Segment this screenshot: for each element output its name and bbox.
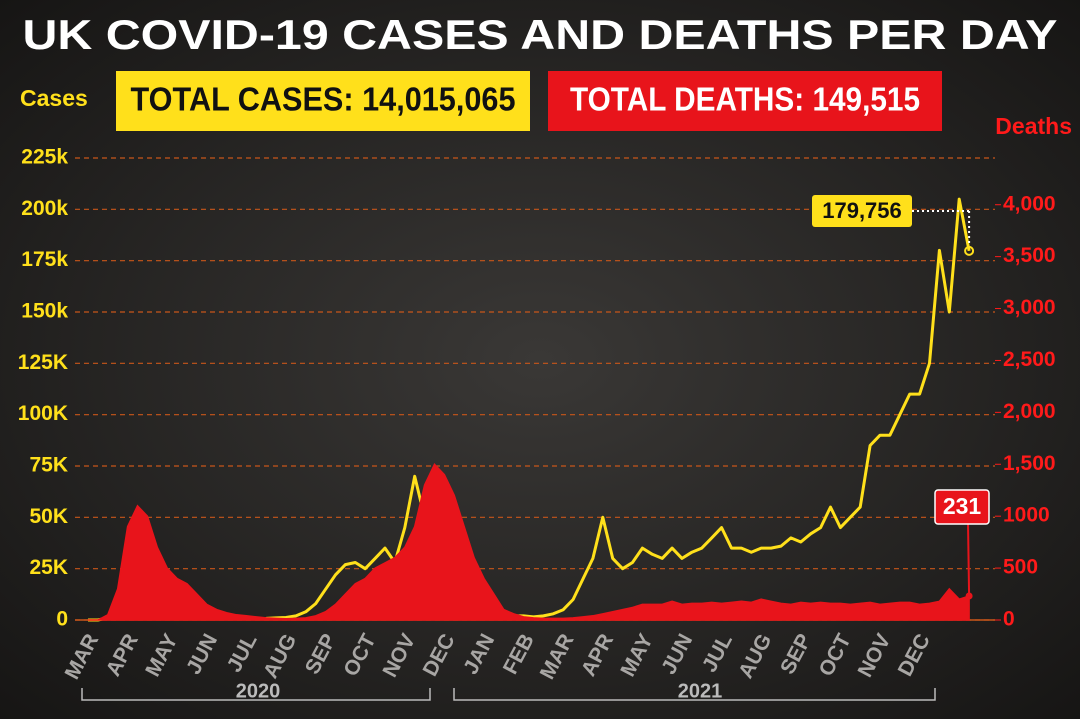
total-deaths-box <box>548 71 942 131</box>
callout-leader <box>967 521 971 597</box>
year-label: 2021 <box>678 680 723 702</box>
y-tick-label: 125K <box>18 351 68 374</box>
deaths-area <box>88 462 970 621</box>
callout-box <box>934 489 990 525</box>
year-brackets <box>81 688 936 701</box>
callout-box <box>812 195 912 227</box>
y-tick-label: 200k <box>21 197 68 220</box>
y-tick-label: 150k <box>21 300 68 323</box>
y-tick-label: 50K <box>29 505 68 528</box>
y2-axis-title: Deaths <box>995 113 1072 139</box>
y2-tick-label: 500 <box>1003 556 1038 579</box>
y-tick-label: 175k <box>21 248 68 271</box>
callout-label: 231 <box>943 493 982 519</box>
y-tick-label: 75K <box>29 454 68 477</box>
y2-tick-label: 2,500 <box>1003 348 1056 371</box>
cases-last-point <box>964 245 975 256</box>
bracket-2020 <box>81 688 431 701</box>
total-cases-box <box>116 71 530 131</box>
year-label: 2020 <box>236 680 281 702</box>
callout-label: 179,756 <box>822 198 902 223</box>
y2-tick-label: 4,000 <box>1003 192 1056 215</box>
deaths-last-point <box>965 592 973 600</box>
total-deaths: TOTAL DEATHS: 149,515 <box>570 81 920 118</box>
chart-title: UK COVID-19 CASES AND DEATHS PER DAY <box>23 11 1058 58</box>
y2-tick-label: 1,500 <box>1003 452 1056 475</box>
y2-tick-label: 3,000 <box>1003 296 1056 319</box>
y-tick-label: 0 <box>56 608 68 631</box>
bracket-2021 <box>453 688 936 701</box>
y2-tick-label: 2,000 <box>1003 400 1056 423</box>
total-cases: TOTAL CASES: 14,015,065 <box>131 81 516 118</box>
y2-tick-label: 1000 <box>1003 504 1050 527</box>
y-tick-label: 225k <box>21 146 68 169</box>
y2-tick-label: 3,500 <box>1003 244 1056 267</box>
y-tick-label: 25K <box>29 556 68 579</box>
y-tick-label: 100K <box>18 402 68 425</box>
y2-tick-label: 0 <box>1003 608 1015 631</box>
y-axis-title: Cases <box>20 85 88 111</box>
